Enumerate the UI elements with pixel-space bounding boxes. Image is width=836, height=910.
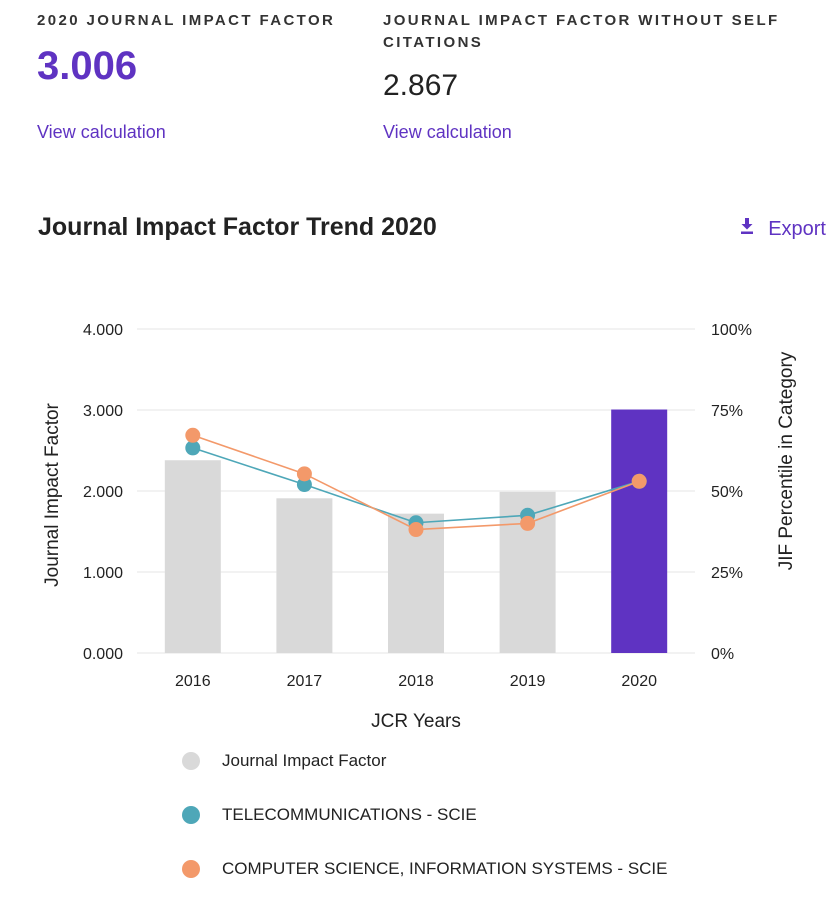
jif-value: 3.006 (37, 44, 138, 88)
jif-metric: 2020 JOURNAL IMPACT FACTOR 3.006 View ca… (37, 10, 357, 142)
series-point-2-2019 (520, 515, 536, 531)
series-point-2-2017 (296, 466, 312, 482)
x-axis-title: JCR Years (371, 711, 461, 732)
y2-tick-label: 50% (711, 484, 743, 501)
download-icon (738, 217, 756, 241)
legend-swatch-computer-science (182, 860, 200, 878)
x-tick-label: 2019 (510, 673, 546, 690)
chart-legend: Journal Impact Factor TELECOMMUNICATIONS… (182, 748, 668, 910)
y-axis-title: Journal Impact Factor (42, 402, 63, 586)
y-tick-label: 0.000 (83, 646, 123, 663)
export-label: Export (768, 217, 826, 240)
jif-without-self-citations-label: JOURNAL IMPACT FACTOR WITHOUT SELF CITAT… (383, 12, 780, 51)
series-point-1-2017 (296, 477, 312, 493)
series-point-2-2016 (185, 427, 201, 443)
legend-label-computer-science: COMPUTER SCIENCE, INFORMATION SYSTEMS - … (222, 859, 668, 878)
series-point-2-2018 (408, 522, 424, 538)
legend-swatch-jif (182, 752, 200, 770)
chart-title: Journal Impact Factor Trend 2020 (38, 213, 437, 241)
series-point-1-2016 (185, 440, 201, 456)
jif-without-self-citations-value: 2.867 (383, 69, 459, 102)
y2-tick-label: 100% (711, 322, 752, 339)
export-button[interactable]: Export (738, 217, 826, 241)
bar-2016 (164, 460, 221, 653)
jif-without-self-citations-view-calculation-link[interactable]: View calculation (383, 122, 512, 142)
y-tick-label: 1.000 (83, 565, 123, 582)
legend-label-jif: Journal Impact Factor (222, 751, 387, 770)
bar-2017 (276, 498, 333, 653)
y-tick-label: 3.000 (83, 403, 123, 420)
y2-axis-title: JIF Percentile in Category (776, 351, 797, 570)
legend-item-computer-science: COMPUTER SCIENCE, INFORMATION SYSTEMS - … (182, 856, 668, 882)
legend-item-telecommunications: TELECOMMUNICATIONS - SCIE (182, 802, 668, 828)
y2-tick-label: 25% (711, 565, 743, 582)
x-tick-label: 2020 (621, 673, 657, 690)
legend-swatch-telecommunications (182, 806, 200, 824)
bar-2020 (611, 409, 668, 653)
y2-tick-label: 0% (711, 646, 734, 663)
jif-trend-chart: 0.000 0% 1.000 25% 2.000 50% 3.000 75% 4.000 100%… (42, 322, 797, 732)
jif-without-self-citations-metric: JOURNAL IMPACT FACTOR WITHOUT SELF CITAT… (383, 10, 803, 142)
x-tick-label: 2016 (175, 673, 211, 690)
legend-label-telecommunications: TELECOMMUNICATIONS - SCIE (222, 805, 477, 824)
y-tick-label: 2.000 (83, 484, 123, 501)
jif-view-calculation-link[interactable]: View calculation (37, 122, 166, 142)
legend-item-jif: Journal Impact Factor (182, 748, 668, 774)
y2-tick-label: 75% (711, 403, 743, 420)
series-point-2-2020 (631, 473, 647, 489)
y-tick-label: 4.000 (83, 322, 123, 339)
x-tick-label: 2017 (287, 673, 323, 690)
x-tick-label: 2018 (398, 673, 434, 690)
jif-label: 2020 JOURNAL IMPACT FACTOR (37, 12, 336, 29)
